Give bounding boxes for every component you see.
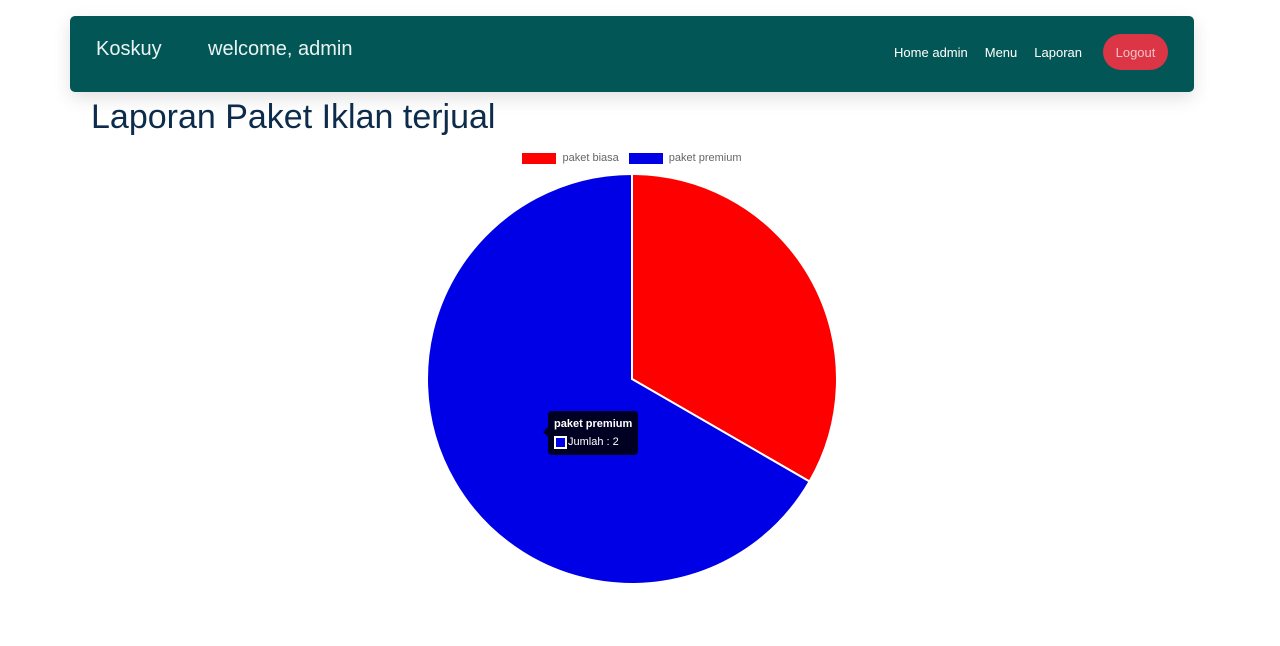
tooltip-label: Jumlah : 2 [568,436,619,448]
chart-legend: paket biasa paket premium [0,152,1264,164]
tooltip-title: paket premium [554,418,633,430]
nav-link-menu[interactable]: Menu [984,44,1018,60]
tooltip-color-box [554,435,567,449]
navbar: Koskuy welcome, admin Home admin Menu La… [70,16,1194,92]
welcome-text: welcome, admin [208,38,353,60]
pie-slice-paket-premium[interactable] [426,172,811,585]
pie-svg [426,172,838,585]
nav-link-laporan[interactable]: Laporan [1034,44,1082,60]
tooltip-row: Jumlah : 2 [554,433,632,451]
pie-slice-paket-biasa[interactable] [631,172,838,483]
legend-swatch-paket-premium [628,152,663,164]
legend-label-paket-premium: paket premium [668,152,742,164]
brand-link[interactable]: Koskuy [96,38,162,60]
nav-links: Home admin Menu Laporan Logout [894,34,1168,70]
pie-chart: paket biasa paket premium paket premium … [0,140,1280,600]
logout-button[interactable]: Logout [1103,34,1168,70]
page-title: Laporan Paket Iklan terjual [91,98,496,136]
legend-label-paket-biasa: paket biasa [562,152,619,164]
legend-item-paket-premium[interactable]: paket premium [628,152,742,164]
chart-tooltip: paket premium Jumlah : 2 [542,411,639,455]
legend-swatch-paket-biasa [522,152,557,164]
nav-link-home-admin[interactable]: Home admin [894,44,968,60]
legend-item-paket-biasa[interactable]: paket biasa [522,152,619,164]
